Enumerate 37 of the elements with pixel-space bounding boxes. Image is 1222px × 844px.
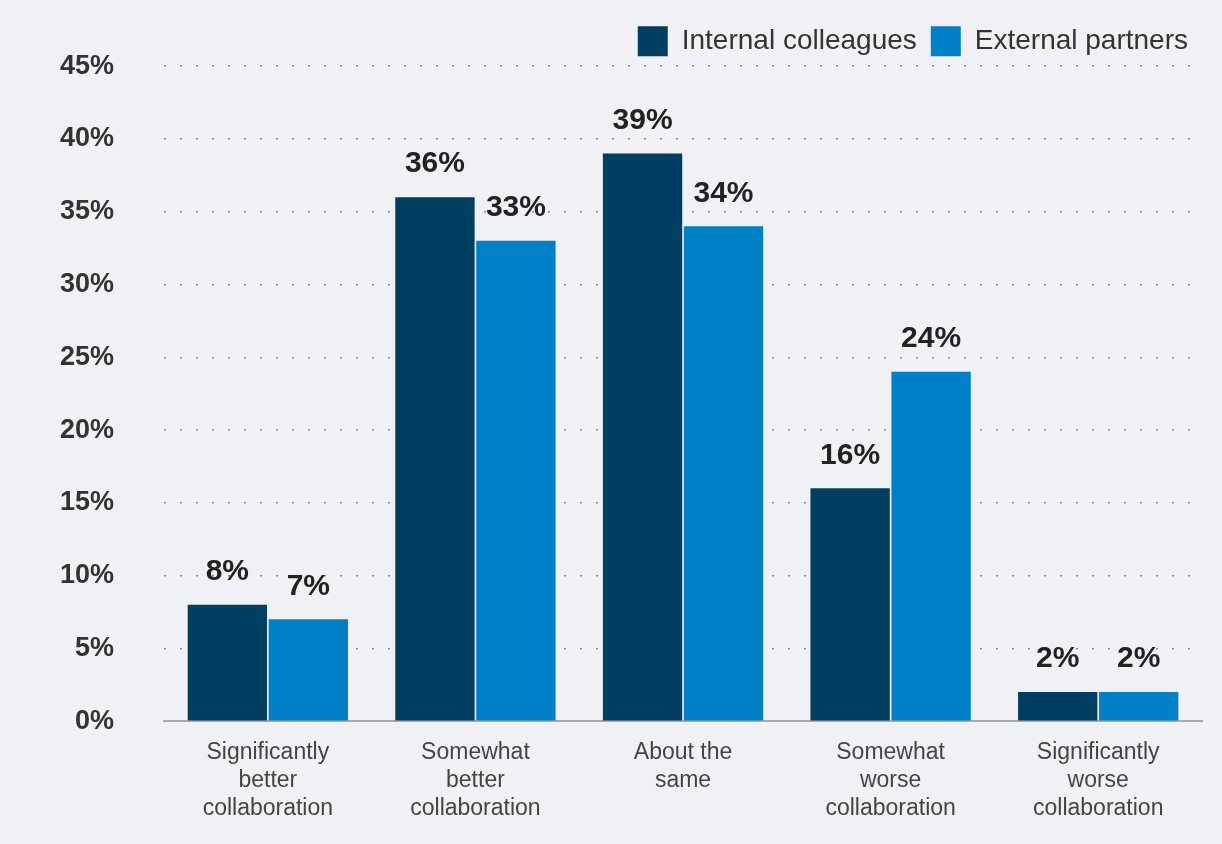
data-label: 8% bbox=[205, 553, 250, 587]
data-label: 33% bbox=[485, 189, 546, 223]
bar bbox=[187, 604, 268, 721]
y-tick-label: 40% bbox=[59, 122, 115, 153]
data-label: 36% bbox=[404, 145, 465, 179]
data-label: 2% bbox=[1117, 640, 1161, 674]
x-tick-label: Somewhat worse collaboration bbox=[825, 738, 956, 820]
x-tick-label: About the same bbox=[633, 738, 733, 792]
x-tick-label: Significantly worse collaboration bbox=[1032, 738, 1164, 820]
y-tick-label: 35% bbox=[59, 195, 115, 226]
y-tick-label: 30% bbox=[59, 267, 115, 298]
y-tick-label: 5% bbox=[75, 631, 115, 662]
bar bbox=[810, 488, 890, 721]
data-label: 2% bbox=[1036, 640, 1080, 674]
bar bbox=[476, 240, 556, 721]
y-tick-label: 45% bbox=[59, 49, 115, 80]
bar bbox=[602, 153, 683, 721]
y-tick-label: 0% bbox=[75, 704, 115, 735]
y-tick-label: 20% bbox=[59, 413, 115, 444]
bar bbox=[683, 226, 764, 721]
legend-label: External partners bbox=[974, 23, 1189, 55]
bar bbox=[395, 197, 475, 721]
bar bbox=[1018, 692, 1098, 721]
legend-label: Internal colleagues bbox=[681, 23, 917, 55]
bar bbox=[891, 371, 971, 721]
y-tick-label: 15% bbox=[59, 486, 115, 517]
data-label: 7% bbox=[286, 567, 330, 601]
x-tick-label: Somewhat better collaboration bbox=[410, 738, 541, 820]
x-tick-label: Significantly better collaboration bbox=[202, 738, 334, 820]
data-label: 24% bbox=[901, 320, 962, 354]
bar bbox=[1099, 692, 1179, 721]
y-tick-label: 10% bbox=[59, 559, 115, 590]
data-label: 34% bbox=[693, 174, 754, 208]
bar bbox=[268, 619, 348, 721]
y-tick-label: 25% bbox=[59, 340, 115, 371]
data-label: 16% bbox=[820, 436, 881, 470]
data-label: 39% bbox=[612, 101, 673, 135]
